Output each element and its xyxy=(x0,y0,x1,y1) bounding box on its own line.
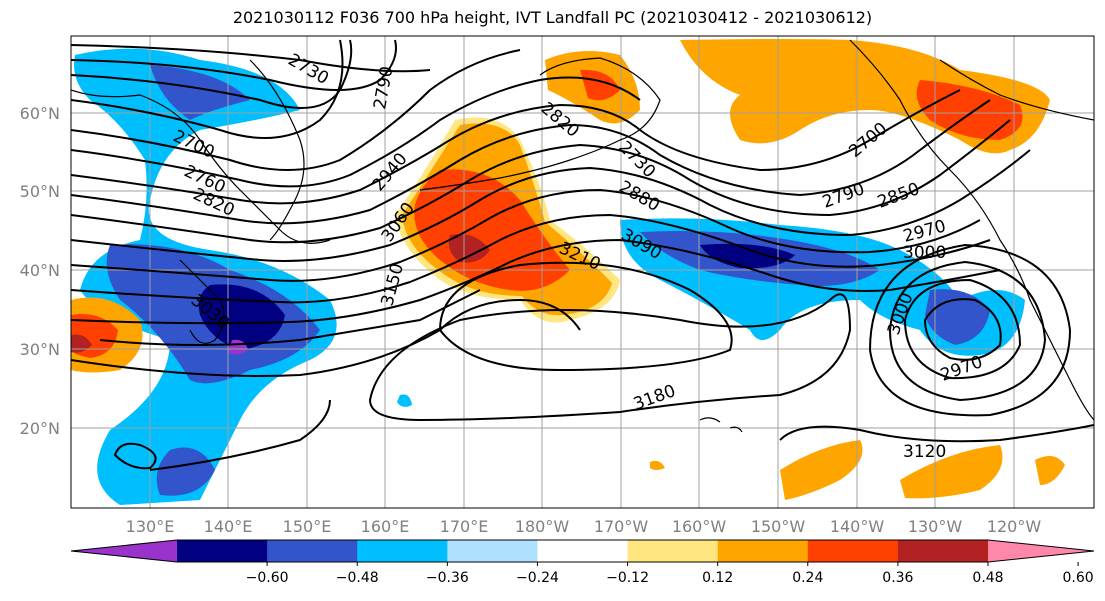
colorbar-min-extension xyxy=(71,540,177,562)
alaska-coastline xyxy=(539,57,661,161)
lon-label: 150°E xyxy=(283,517,332,536)
contour-line xyxy=(71,49,521,171)
japan-coastline xyxy=(179,259,225,344)
positive-anomaly-region xyxy=(545,39,1050,154)
colorbar-segment xyxy=(627,540,719,562)
lat-label: 40°N xyxy=(20,261,60,280)
lat-label: 20°N xyxy=(20,419,60,438)
asia-coastline xyxy=(71,89,331,244)
height-contours xyxy=(71,39,1094,471)
map-title: 2021030112 F036 700 hPa height, IVT Land… xyxy=(232,8,873,27)
lon-label: 160°W xyxy=(672,517,727,536)
map-frame xyxy=(70,35,1095,509)
colorbar-segment xyxy=(897,540,989,562)
negative-anomaly-core xyxy=(106,65,321,496)
lon-label: 170°W xyxy=(594,517,649,536)
contour-line xyxy=(868,243,1072,417)
contour-line xyxy=(71,298,581,377)
lon-label: 130°W xyxy=(908,517,963,536)
colorbar-tick-label: −0.60 xyxy=(246,570,289,586)
positive-anomaly-strong xyxy=(71,334,92,353)
contour-line xyxy=(71,188,981,282)
colorbar-tick-label: 0.24 xyxy=(792,570,823,586)
contour-line xyxy=(71,89,961,205)
colorbar-tick-label: −0.12 xyxy=(606,570,649,586)
aleutian-coastline xyxy=(419,159,571,191)
latitude-labels: 60°N 50°N 40°N 30°N 20°N xyxy=(20,104,60,438)
colorbar: −0.60 −0.48 −0.36 −0.24 −0.12 0.12 0.24 0.36 0.4… xyxy=(70,539,1095,586)
positive-anomaly-core xyxy=(414,169,570,291)
colorbar-segment xyxy=(267,540,358,562)
contour-line xyxy=(149,399,331,471)
colorbar-segment xyxy=(807,540,899,562)
contour-line xyxy=(71,39,397,91)
negative-anomaly-region xyxy=(397,394,412,407)
colorbar-segment xyxy=(357,540,448,562)
contour-line xyxy=(71,238,1001,325)
colorbar-max-extension xyxy=(988,540,1094,562)
lat-label: 60°N xyxy=(20,104,60,123)
positive-anomaly-region xyxy=(650,440,1065,500)
lat-label: 50°N xyxy=(20,182,60,201)
contour-line xyxy=(113,442,157,470)
lon-label: 130°E xyxy=(126,517,175,536)
colorbar-segment xyxy=(537,540,629,562)
contour-line xyxy=(71,149,1031,262)
contour-line xyxy=(71,99,991,225)
contour-line xyxy=(779,424,1094,443)
contour-line xyxy=(71,39,344,139)
contour-label: 3120 xyxy=(903,442,946,462)
lon-label: 140°W xyxy=(830,517,885,536)
negative-anomaly-strong xyxy=(700,243,795,269)
lon-label: 180°W xyxy=(515,517,570,536)
colorbar-segment xyxy=(447,540,538,562)
contour-line xyxy=(71,119,1011,244)
contour-line xyxy=(368,293,852,422)
hawaii-islands xyxy=(699,417,743,433)
canada-coastline xyxy=(939,59,1094,121)
colorbar-tick-label: 0.60 xyxy=(1063,570,1094,586)
positive-anomaly-strong xyxy=(448,234,490,263)
lon-label: 140°E xyxy=(204,517,253,536)
lat-label: 30°N xyxy=(20,340,60,359)
contour-label: 3000 xyxy=(903,243,946,263)
colorbar-tick-label: 0.36 xyxy=(882,570,913,586)
lon-label: 170°E xyxy=(440,517,489,536)
colorbar-tick-label: 0.48 xyxy=(972,570,1003,586)
contour-line xyxy=(71,44,431,73)
positive-anomaly-core xyxy=(580,69,1023,140)
contour-line xyxy=(71,39,353,109)
contour-line xyxy=(438,261,733,372)
longitude-labels: 130°E 140°E 150°E 160°E 170°E 180°W 170°… xyxy=(126,517,1042,536)
contour-line xyxy=(923,298,1002,361)
colorbar-tick-label: −0.36 xyxy=(426,570,469,586)
lon-label: 150°W xyxy=(751,517,806,536)
colorbar-segment xyxy=(717,540,809,562)
lon-label: 120°W xyxy=(987,517,1042,536)
colorbar-tick-label: 0.12 xyxy=(702,570,733,586)
lon-label: 160°E xyxy=(361,517,410,536)
colorbar-outline xyxy=(70,539,1095,563)
colorbar-tick-label: −0.48 xyxy=(336,570,379,586)
north-america-coastline xyxy=(849,39,1094,421)
colorbar-segment xyxy=(177,540,268,562)
contour-line xyxy=(71,213,991,304)
contour-line xyxy=(903,278,1022,380)
contour-line xyxy=(888,260,1047,402)
colorbar-tick-label: −0.24 xyxy=(516,570,559,586)
contour-line xyxy=(71,76,641,188)
